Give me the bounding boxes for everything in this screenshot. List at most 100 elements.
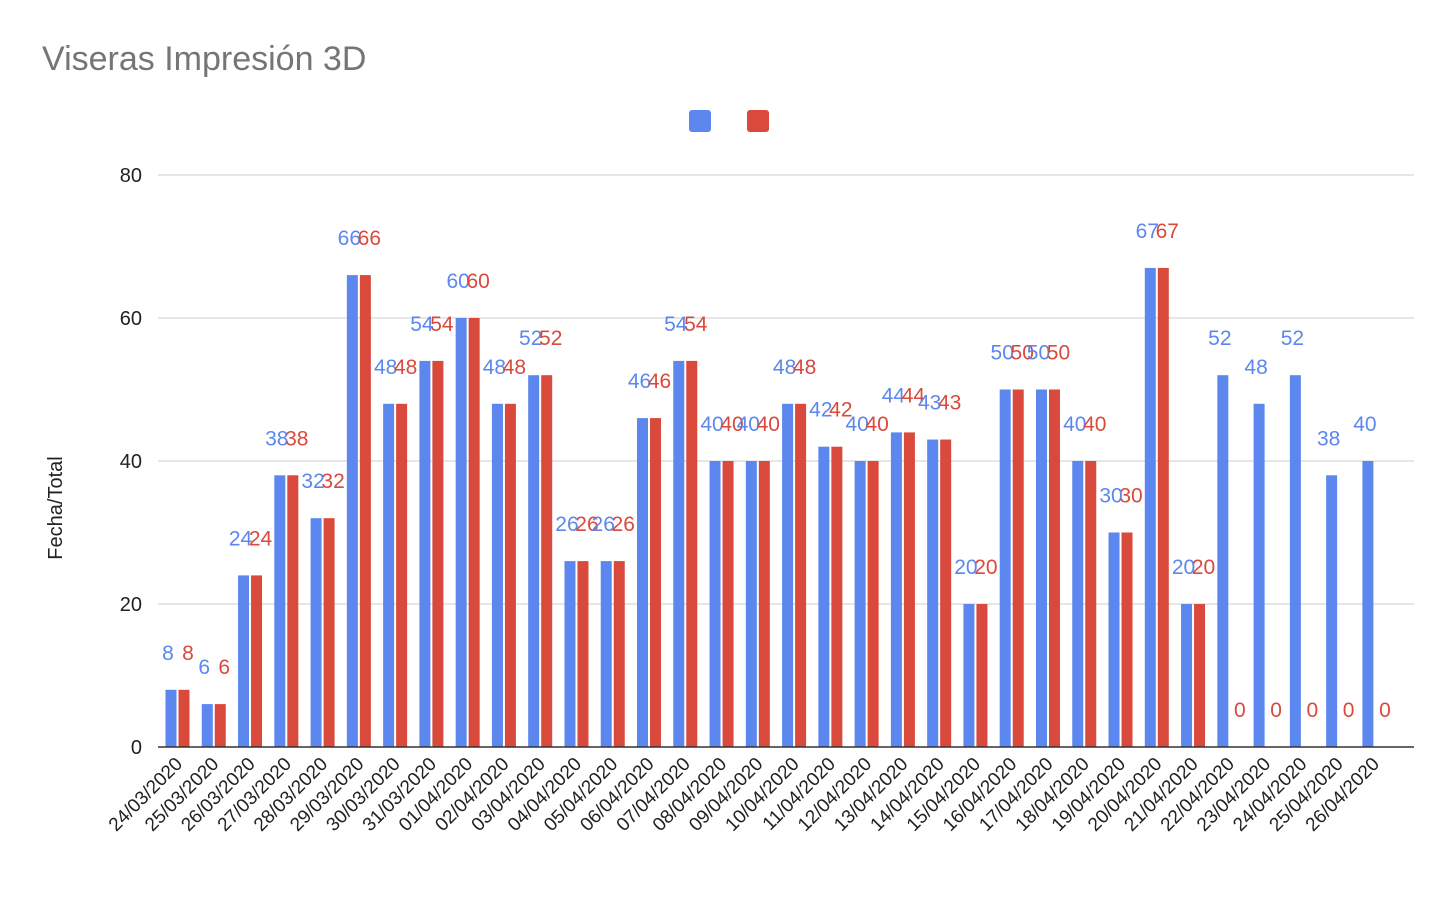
- bar: [455, 318, 467, 747]
- y-tick-label: 80: [120, 165, 142, 187]
- bar: [432, 360, 444, 747]
- bar: [722, 461, 734, 747]
- data-label: 66: [338, 227, 361, 250]
- data-label: 46: [648, 370, 671, 393]
- bar: [976, 604, 988, 747]
- bar: [686, 360, 698, 747]
- bar: [504, 403, 516, 747]
- bar: [854, 461, 866, 747]
- data-label: 30: [1119, 485, 1142, 508]
- bars: [165, 267, 1374, 747]
- bar: [745, 461, 757, 747]
- bar: [890, 432, 902, 747]
- data-label: 32: [321, 470, 344, 493]
- bar: [201, 704, 213, 747]
- data-label: 8: [162, 642, 174, 665]
- data-label: 54: [410, 313, 434, 336]
- legend-swatch: [689, 110, 711, 132]
- bar: [238, 575, 250, 747]
- data-label: 40: [700, 413, 723, 436]
- data-label: 24: [229, 527, 253, 550]
- bar: [709, 461, 721, 747]
- bar: [165, 689, 177, 747]
- data-label: 48: [793, 356, 816, 379]
- data-label: 67: [1136, 220, 1159, 243]
- data-label: 46: [628, 370, 651, 393]
- bar: [963, 604, 975, 747]
- data-label: 20: [1192, 556, 1215, 579]
- data-label: 40: [1083, 413, 1106, 436]
- data-label: 38: [265, 427, 288, 450]
- bar: [323, 518, 335, 747]
- data-label: 40: [757, 413, 780, 436]
- bar: [1035, 389, 1047, 747]
- bar: [1085, 461, 1097, 747]
- bar: [178, 689, 190, 747]
- bar: [1362, 461, 1374, 747]
- data-label: 26: [612, 513, 635, 536]
- bar: [1253, 403, 1265, 747]
- data-label: 38: [1317, 427, 1340, 450]
- bar: [673, 360, 685, 747]
- data-label: 40: [845, 413, 868, 436]
- data-label: 48: [483, 356, 506, 379]
- data-label: 26: [555, 513, 578, 536]
- data-label: 40: [1063, 413, 1086, 436]
- bar: [1048, 389, 1060, 747]
- bar: [383, 403, 395, 747]
- data-label: 48: [374, 356, 397, 379]
- bar: [359, 275, 371, 747]
- data-label: 6: [198, 656, 210, 679]
- y-tick-label: 60: [120, 308, 142, 330]
- data-label: 20: [974, 556, 997, 579]
- bar: [251, 575, 263, 747]
- data-label: 43: [918, 392, 941, 415]
- data-label: 44: [902, 384, 926, 407]
- data-label: 60: [466, 270, 489, 293]
- data-label: 42: [809, 399, 832, 422]
- data-label: 48: [394, 356, 417, 379]
- data-label: 0: [1234, 699, 1246, 722]
- data-label: 20: [954, 556, 977, 579]
- bar: [999, 389, 1011, 747]
- data-label: 52: [1208, 327, 1231, 350]
- bar: [1072, 461, 1084, 747]
- chart-title: Viseras Impresión 3D: [42, 40, 366, 78]
- data-label: 26: [575, 513, 598, 536]
- data-label: 54: [684, 313, 708, 336]
- bar: [903, 432, 915, 747]
- y-axis-label: Fecha/Total: [45, 456, 67, 559]
- bar: [528, 375, 540, 747]
- bar: [1181, 604, 1193, 747]
- data-label: 54: [664, 313, 688, 336]
- bar: [577, 561, 589, 747]
- bar: [310, 518, 322, 747]
- bar: [1121, 532, 1133, 747]
- bar: [1108, 532, 1120, 747]
- data-label: 50: [1027, 342, 1050, 365]
- data-label: 0: [1379, 699, 1391, 722]
- bar: [758, 461, 770, 747]
- data-label: 8: [182, 642, 194, 665]
- data-label: 0: [1307, 699, 1319, 722]
- bar: [1012, 389, 1024, 747]
- data-label: 32: [301, 470, 324, 493]
- bar: [214, 704, 226, 747]
- data-label: 42: [829, 399, 852, 422]
- data-label: 6: [218, 656, 230, 679]
- data-label: 48: [503, 356, 526, 379]
- y-axis-ticks: 0 20 40 60 80: [120, 165, 142, 759]
- data-label: 52: [1281, 327, 1304, 350]
- data-label: 40: [737, 413, 760, 436]
- data-label: 50: [1047, 342, 1070, 365]
- data-label: 40: [720, 413, 743, 436]
- data-label: 38: [285, 427, 308, 450]
- bar: [1326, 475, 1338, 747]
- data-label: 30: [1099, 485, 1122, 508]
- data-label: 67: [1156, 220, 1179, 243]
- data-label: 26: [592, 513, 615, 536]
- y-tick-label: 0: [131, 737, 142, 759]
- y-tick-label: 40: [120, 451, 142, 473]
- bar: [274, 475, 286, 747]
